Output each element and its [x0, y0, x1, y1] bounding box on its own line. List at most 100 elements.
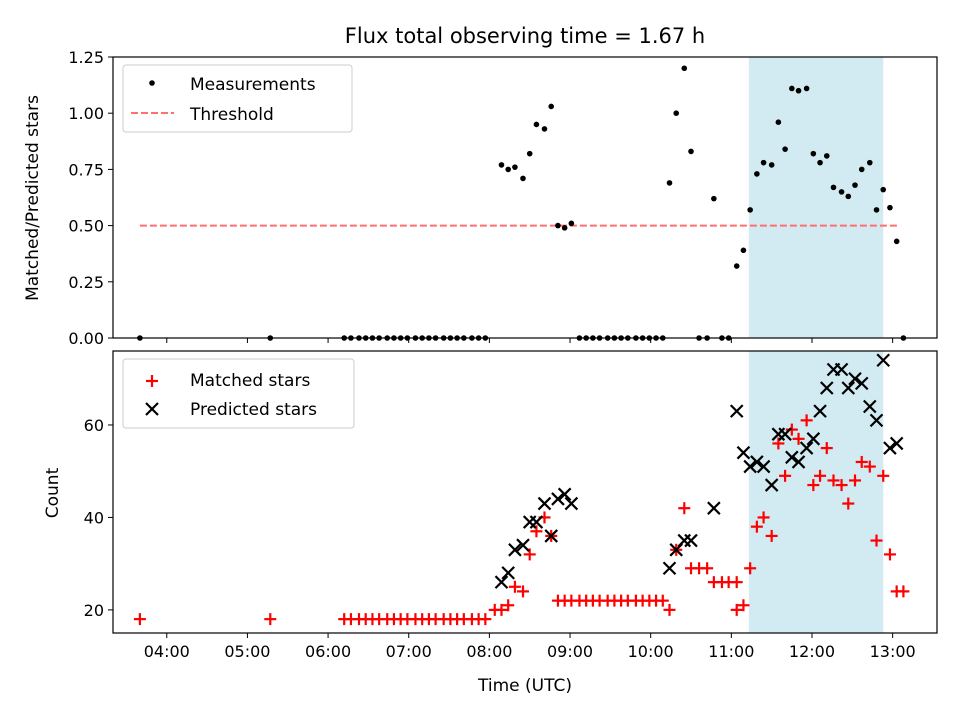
measurement-point [775, 119, 782, 125]
matched-stars-point [870, 534, 883, 547]
top-panel: 0.00 0.25 0.50 0.75 1.00 1.25 Matched/Predict… [23, 48, 938, 348]
predicted-stars-point [564, 496, 579, 511]
matched-stars-point [744, 562, 757, 575]
measurement-point [823, 153, 830, 159]
measurement-point [541, 126, 548, 132]
measurement-point [817, 159, 823, 166]
predicted-stars-point [557, 487, 572, 502]
matched-stars-point [849, 474, 862, 487]
matched-stars-point [701, 562, 714, 575]
measurement-point [548, 103, 555, 110]
measurement-point [830, 184, 837, 191]
y-tick-label: 1.00 [68, 104, 104, 123]
measurement-point [852, 182, 858, 188]
bottom-y-axis-label: Count [43, 467, 63, 518]
measurement-point [880, 186, 887, 193]
matched-stars-point [523, 548, 536, 561]
legend-predicted-marker [145, 402, 159, 416]
y-tick-label: 0.25 [68, 273, 104, 292]
matched-stars-point [897, 585, 910, 598]
observing-window-shade [748, 351, 884, 633]
y-tick-label: 40 [84, 508, 104, 527]
bottom-legend: Matched stars Predicted stars [122, 358, 355, 429]
measurement-point [688, 148, 694, 155]
measurement-point [782, 146, 788, 152]
predicted-stars-point [834, 362, 849, 377]
predicted-stars-point [729, 404, 744, 418]
matched-stars-point [792, 432, 805, 445]
bottom-panel: 20 40 60 04:00 05:00 06:00 07:00 08:00 09:00 10:… [43, 350, 938, 696]
y-tick-label: 0.75 [68, 160, 104, 179]
measurement-point [711, 195, 717, 202]
y-tick-label: 0.50 [68, 217, 104, 236]
predicted-stars-point [529, 515, 544, 529]
matched-stars-point [479, 613, 492, 626]
matched-stars-point [502, 599, 515, 612]
matched-stars-point [835, 479, 848, 492]
predicted-stars-point [494, 575, 509, 589]
measurement-point [520, 175, 526, 182]
predicted-stars-point [522, 515, 537, 529]
measurement-point [893, 238, 900, 245]
x-tick-label: 04:00 [144, 642, 190, 661]
measurement-point [568, 220, 575, 227]
measurement-point [666, 180, 673, 186]
x-tick-label: 05:00 [224, 642, 270, 661]
x-axis-label: Time (UTC) [477, 676, 572, 696]
matched-stars-point [765, 529, 778, 542]
x-tick-label: 07:00 [386, 642, 432, 661]
measurement-point [512, 164, 518, 170]
matched-stars-point [264, 613, 277, 626]
matched-stars-point [508, 580, 521, 593]
predicted-stars-point [869, 413, 884, 428]
predicted-stars-point [508, 543, 522, 557]
predicted-stars-point [537, 496, 552, 511]
predicted-stars-point [791, 455, 806, 469]
predicted-stars-point [799, 441, 814, 455]
predicted-stars-point [883, 441, 897, 455]
matched-stars-point [656, 594, 669, 607]
x-tick-label: 13:00 [870, 642, 916, 661]
measurement-point [789, 85, 795, 92]
bottom-plot-frame [112, 350, 938, 634]
predicted-stars-point [876, 353, 891, 368]
matched-stars-point [807, 479, 820, 492]
matched-stars-point [820, 442, 833, 455]
legend-matched-marker [146, 375, 158, 387]
predicted-stars-point [889, 436, 904, 451]
predicted-stars-point [841, 381, 856, 395]
x-tick-label: 12:00 [789, 642, 835, 661]
matched-stars-point [737, 599, 750, 612]
measurement-point [747, 207, 753, 213]
matched-stars-point [827, 474, 840, 487]
matched-stars-point [842, 497, 855, 510]
matched-stars-point [863, 460, 876, 473]
measurement-point [533, 121, 540, 128]
measurement-point [845, 193, 852, 200]
measurement-point [768, 162, 775, 168]
measurement-point [673, 110, 680, 116]
y-tick-label: 0.00 [68, 329, 104, 348]
predicted-stars-point [806, 432, 821, 446]
measurement-point [760, 159, 767, 166]
chart-title: Flux total observing time = 1.67 h [345, 24, 705, 48]
measurement-point [733, 263, 740, 269]
measurement-point [873, 207, 880, 213]
matched-stars-point [730, 576, 743, 589]
predicted-stars-point [819, 381, 834, 395]
predicted-stars-point [863, 399, 877, 414]
x-tick-label: 09:00 [547, 642, 593, 661]
measurement-point [810, 150, 817, 157]
measurement-point [866, 159, 873, 166]
matched-stars-point [757, 511, 770, 524]
matched-stars-point [133, 613, 146, 626]
matched-stars-point [678, 502, 691, 515]
predicted-stars-point [707, 501, 721, 515]
matched-stars-point [516, 585, 529, 598]
predicted-stars-point [684, 533, 698, 548]
predicted-stars-point [813, 404, 827, 418]
measurement-point [838, 189, 845, 195]
measurement-point [561, 225, 568, 231]
predicted-stars-point [662, 561, 677, 576]
